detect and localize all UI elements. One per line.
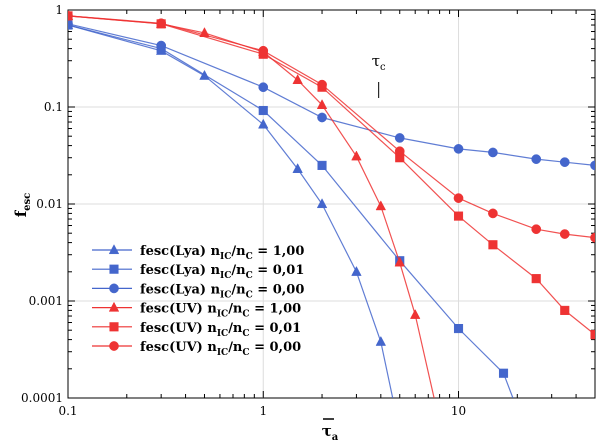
- series-6-point: [317, 79, 327, 90]
- series-5-point: [560, 305, 570, 315]
- legend-label: fesc(UV) nIC/nC = 1,00: [140, 302, 301, 320]
- series-6-point: [488, 208, 498, 219]
- series-5-line: [68, 15, 595, 336]
- x-tick-label: 10: [451, 404, 466, 418]
- series-group: [68, 10, 595, 398]
- series-2-point: [498, 368, 509, 378]
- series-1-point: [375, 335, 387, 346]
- series-1-point: [292, 163, 303, 173]
- y-tick-label: 0.1: [44, 100, 63, 114]
- series-3-point: [531, 154, 542, 164]
- series-2-point: [453, 323, 464, 334]
- legend-label: fesc(Lya) nIC/nC = 0,01: [140, 263, 304, 281]
- x-axis-label: τa: [322, 422, 339, 443]
- series-2-point: [258, 105, 268, 116]
- series-6-line: [68, 15, 595, 239]
- series-4-point: [409, 309, 421, 319]
- tau-c-label: τc: [372, 52, 386, 73]
- series-6-point: [68, 11, 73, 21]
- series-6-point: [590, 232, 595, 243]
- tau-c-annotation: τc: [372, 52, 386, 98]
- series-3-point: [258, 82, 269, 93]
- legend-entry-1: fesc(Lya) nIC/nC = 1,00: [92, 244, 304, 262]
- series-3-point: [559, 157, 570, 168]
- y-tick-label: 0.01: [36, 197, 63, 211]
- legend-label: fesc(UV) nIC/nC = 0,00: [140, 340, 301, 358]
- series-4-point: [351, 150, 362, 161]
- series-6-point: [531, 224, 542, 235]
- series-6-point: [394, 146, 405, 157]
- series-4-point: [394, 256, 405, 267]
- legend-entry-6: fesc(UV) nIC/nC = 0,00: [92, 340, 301, 358]
- series-3-point: [488, 147, 498, 158]
- axis-ticks: 0.1 1 10 1 0.1 0.01 0.001 0.0001: [21, 3, 596, 418]
- grid: [68, 10, 595, 398]
- series-3-point: [317, 112, 327, 123]
- x-tick-label: 0.1: [58, 404, 77, 418]
- series-3: [68, 18, 595, 171]
- series-2-line: [68, 24, 514, 398]
- series-4-point: [316, 99, 328, 109]
- series-6-point: [156, 18, 167, 29]
- legend-marker: [109, 341, 119, 351]
- y-tick-label: 0.001: [29, 294, 63, 308]
- series-3-point: [453, 144, 464, 154]
- y-tick-label: 1: [55, 3, 63, 17]
- series-5-point: [488, 240, 498, 250]
- series-2-point: [317, 160, 327, 170]
- series-5-point: [453, 211, 464, 221]
- series-5-point: [590, 330, 595, 340]
- legend-label: fesc(Lya) nIC/nC = 1,00: [140, 244, 304, 262]
- series-4-point: [375, 200, 387, 211]
- legend-label: fesc(UV) nIC/nC = 0,01: [140, 321, 301, 339]
- legend-marker: [108, 244, 120, 255]
- legend-marker: [108, 301, 120, 312]
- series-5-point: [531, 274, 541, 284]
- y-tick-label: 0.0001: [21, 391, 63, 405]
- series-6: [68, 11, 595, 243]
- legend-entry-4: fesc(UV) nIC/nC = 1,00: [92, 302, 301, 320]
- legend-entry-5: fesc(UV) nIC/nC = 0,01: [92, 321, 301, 339]
- series-6-point: [559, 229, 570, 239]
- series-3-point: [394, 133, 405, 143]
- y-axis-label: fesc: [12, 193, 33, 218]
- series-1-point: [351, 265, 362, 276]
- series-4-point: [292, 74, 303, 85]
- legend-entry-2: fesc(Lya) nIC/nC = 0,01: [92, 263, 304, 281]
- series-6-point: [453, 193, 464, 203]
- series-3-line: [68, 23, 595, 166]
- series-3-point: [590, 160, 595, 171]
- legend-label: fesc(Lya) nIC/nC = 0,00: [140, 282, 304, 300]
- legend-entry-3: fesc(Lya) nIC/nC = 0,00: [92, 282, 304, 300]
- series-3-point: [156, 40, 167, 51]
- series-6-point: [258, 45, 269, 56]
- legend-marker: [109, 322, 119, 332]
- legend-marker: [109, 264, 119, 274]
- series-1-point: [258, 118, 269, 129]
- series-1-point: [316, 198, 328, 209]
- legend-marker: [109, 283, 119, 294]
- x-tick-label: 1: [259, 404, 267, 418]
